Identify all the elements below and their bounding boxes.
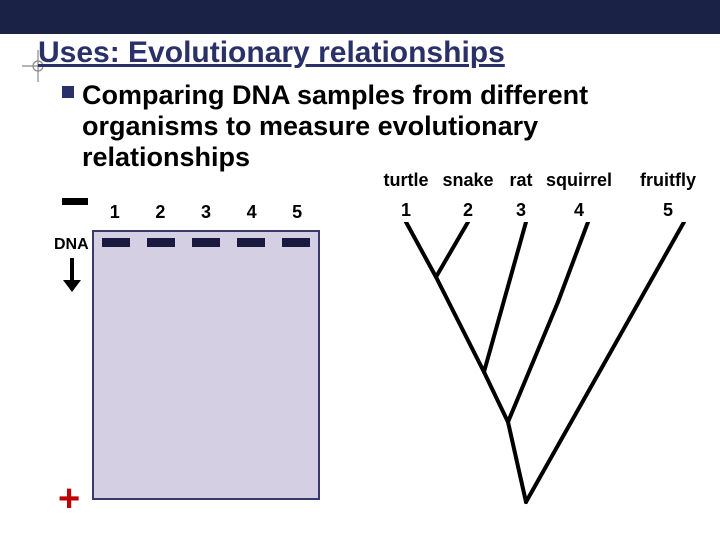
organism-label: snake xyxy=(436,170,500,191)
body-text: Comparing DNA samples from different org… xyxy=(82,80,702,173)
organism-label: fruitfly xyxy=(630,170,706,191)
gel-well xyxy=(237,238,265,247)
organism-label: squirrel xyxy=(542,170,616,191)
organism-label: turtle xyxy=(376,170,436,191)
dna-label: DNA xyxy=(54,236,89,254)
tree-number: 4 xyxy=(542,200,616,221)
plus-electrode: + xyxy=(58,480,80,518)
gel-well xyxy=(102,238,130,247)
lane-label: 5 xyxy=(292,202,302,223)
organism-label: rat xyxy=(500,170,542,191)
tree-number: 1 xyxy=(376,200,436,221)
lane-label: 1 xyxy=(110,202,120,223)
organism-labels: turtle snake rat squirrel fruitfly xyxy=(376,170,720,191)
tree-tip-numbers: 1 2 3 4 5 xyxy=(376,200,720,221)
bullet-icon xyxy=(62,86,74,98)
gel-well xyxy=(192,238,220,247)
minus-electrode xyxy=(62,198,88,205)
gel-well xyxy=(147,238,175,247)
slide-title: Uses: Evolutionary relationships xyxy=(38,36,505,70)
lane-label: 4 xyxy=(247,202,257,223)
tree-number: 3 xyxy=(500,200,542,221)
tree-lines xyxy=(376,222,720,512)
lane-label: 3 xyxy=(201,202,211,223)
gel-box xyxy=(92,230,320,500)
tree-number: 5 xyxy=(630,200,706,221)
migration-arrow-icon xyxy=(60,258,84,297)
gel-lane-labels: 1 2 3 4 5 xyxy=(92,202,320,223)
slide-top-bar xyxy=(0,0,720,34)
gel-diagram: 1 2 3 4 5 xyxy=(92,230,320,500)
lane-label: 2 xyxy=(155,202,165,223)
gel-well xyxy=(282,238,310,247)
tree-number: 2 xyxy=(436,200,500,221)
gel-wells xyxy=(94,238,318,247)
